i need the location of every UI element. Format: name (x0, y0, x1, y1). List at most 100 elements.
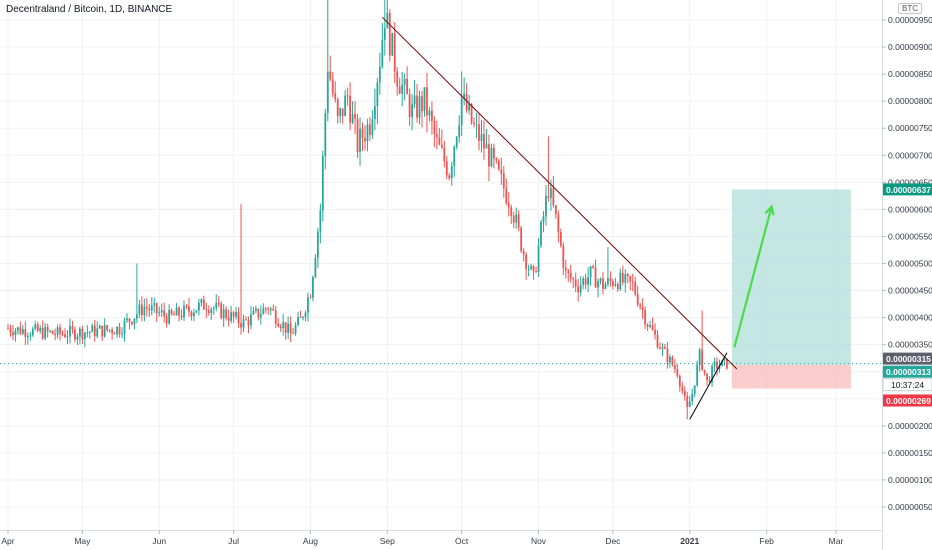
candle-up (297, 316, 299, 326)
candle-down (416, 95, 418, 118)
candle-up (116, 326, 118, 335)
candle-down (592, 266, 594, 268)
candle-up (718, 366, 721, 369)
candle-up (242, 319, 245, 328)
candle-down (279, 326, 282, 329)
candle-down (101, 325, 104, 337)
candle-up (378, 66, 381, 83)
candle-up (691, 393, 694, 402)
candle-up (475, 124, 478, 126)
candle-down (369, 124, 371, 135)
candle-up (624, 273, 627, 283)
candle-down (267, 309, 270, 311)
profit-zone[interactable] (731, 189, 851, 365)
descending-trendline[interactable] (381, 16, 738, 370)
candle-down (478, 124, 480, 142)
candle-up (103, 325, 106, 337)
candle-up (175, 307, 178, 316)
candle-up (589, 266, 592, 278)
candle-up (193, 312, 195, 317)
time-axis[interactable]: Apr May Jun Jul Aug Sep Oct Nov Dec 2021 Feb Mar (0, 530, 882, 550)
candle-down (396, 71, 399, 87)
currency-badge[interactable]: BTC (898, 3, 922, 14)
candle-up (463, 93, 466, 99)
candle-down (225, 309, 228, 318)
candle-down (609, 278, 612, 282)
candle-down (470, 103, 473, 123)
candle-up (160, 310, 163, 313)
candles (7, 0, 728, 420)
candle-down (520, 227, 523, 251)
candle-down (106, 325, 109, 330)
candle-up (411, 104, 413, 118)
stop-loss-zone[interactable] (731, 364, 851, 389)
candle-down (664, 346, 666, 349)
ascending-trendline[interactable] (689, 352, 728, 420)
candle-down (165, 316, 168, 324)
candle-down (349, 95, 352, 123)
candle-up (366, 124, 369, 142)
candle-down (483, 134, 485, 149)
candle-up (183, 305, 185, 318)
candle-down (202, 299, 205, 310)
candle-down (602, 278, 604, 289)
candle-down (644, 310, 647, 325)
candle-down (145, 306, 148, 309)
candle-down (329, 71, 332, 80)
candle-down (611, 281, 614, 286)
candle-down (227, 317, 230, 321)
candle-up (212, 307, 215, 310)
candle-down (354, 114, 356, 119)
price-tag-stop-label: 0.00000269 (886, 396, 931, 406)
time-tick-label: Apr (1, 536, 14, 546)
price-tick-label: 0.00000150 (888, 448, 932, 458)
position-zones[interactable] (731, 189, 851, 389)
candle-up (515, 214, 518, 223)
price-tick-label: 0.00000550 (888, 231, 932, 241)
price-axis[interactable]: 0.00000950 0.00000900 0.00000850 0.00000800… (882, 0, 932, 550)
candle-down (708, 380, 711, 383)
candle-up (455, 137, 458, 147)
price-tick-label: 0.00000750 (888, 123, 932, 133)
candle-down (433, 121, 436, 135)
candle-down (346, 95, 349, 97)
candle-up (96, 328, 99, 337)
candle-down (681, 386, 684, 391)
candle-up (83, 332, 86, 340)
candle-up (123, 320, 126, 334)
price-tag-countdown-label: 10:37:24 (891, 380, 924, 390)
candle-down (465, 93, 468, 111)
price-axis-background (882, 0, 932, 550)
candle-up (91, 325, 94, 332)
candle-down (448, 175, 451, 179)
candle-down (140, 304, 143, 316)
candle-up (351, 114, 354, 123)
candle-down (701, 349, 704, 370)
candle-up (121, 333, 123, 335)
candle-down (510, 207, 513, 216)
candle-down (703, 369, 706, 374)
candle-down (247, 319, 250, 326)
price-tick-label: 0.00000400 (888, 313, 932, 323)
candle-down (245, 319, 247, 321)
candle-down (473, 122, 475, 125)
candle-up (17, 327, 19, 331)
candle-down (594, 267, 597, 288)
candle-up (136, 314, 138, 319)
candle-down (507, 203, 510, 208)
candle-up (319, 210, 322, 232)
candle-up (255, 308, 257, 311)
candle-down (12, 332, 14, 336)
candle-up (138, 304, 141, 315)
candle-up (468, 103, 471, 111)
chart-drawings[interactable] (0, 16, 882, 420)
candle-down (220, 303, 223, 319)
candle-down (673, 365, 676, 370)
candle-down (525, 254, 528, 270)
candle-down (517, 214, 520, 228)
candle-down (155, 303, 158, 314)
price-tick-label: 0.00000100 (888, 475, 932, 485)
candle-up (252, 310, 255, 315)
forecast-arrow[interactable] (733, 206, 773, 348)
